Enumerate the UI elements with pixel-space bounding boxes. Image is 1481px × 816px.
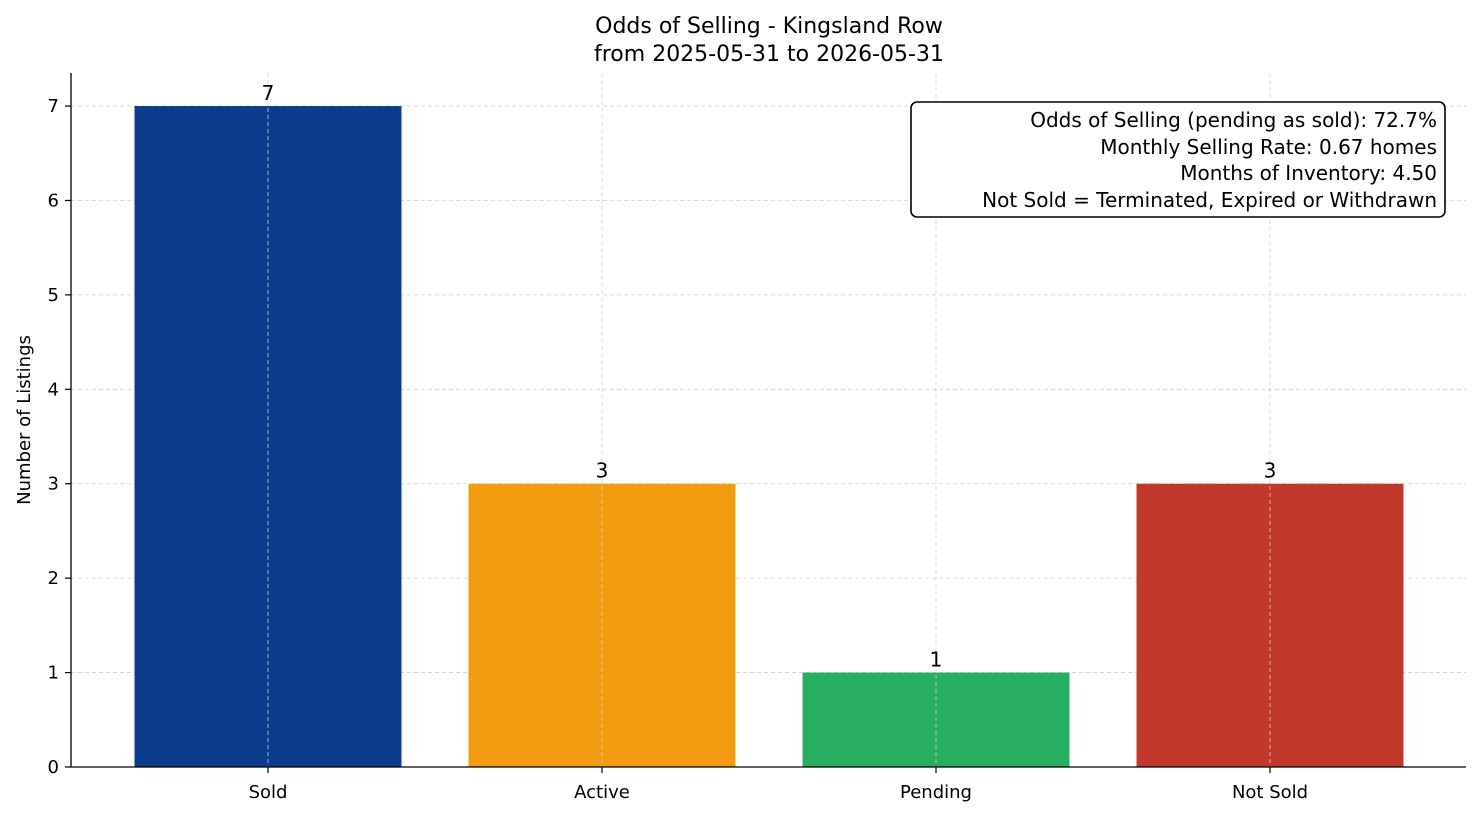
x-tick-label-1: Active: [574, 782, 630, 803]
y-tick-label-6: 6: [48, 190, 59, 211]
bar-value-label: 3: [596, 459, 609, 483]
stats-line-rate: Monthly Selling Rate: 0.67 homes: [1100, 135, 1437, 159]
stats-line-odds: Odds of Selling (pending as sold): 72.7%: [1030, 108, 1437, 132]
y-tick-label-4: 4: [48, 379, 59, 400]
stats-line-definition: Not Sold = Terminated, Expired or Withdr…: [982, 188, 1437, 212]
y-tick-label-7: 7: [48, 96, 59, 117]
y-tick-label-0: 0: [48, 757, 59, 778]
bar-value-label: 1: [930, 648, 943, 672]
bar-value-label: 7: [262, 81, 275, 105]
stats-annotation: Odds of Selling (pending as sold): 72.7%…: [910, 101, 1446, 218]
x-tick-label-2: Pending: [900, 782, 972, 803]
bar-sold: [134, 106, 402, 768]
x-tick-label-0: Sold: [249, 782, 288, 803]
y-tick-label-2: 2: [48, 568, 59, 589]
y-tick-label-5: 5: [48, 285, 59, 306]
stats-box: [910, 101, 1446, 218]
stats-line-inventory: Months of Inventory: 4.50: [1180, 161, 1437, 185]
y-tick-label-1: 1: [48, 663, 59, 684]
x-tick-label-3: Not Sold: [1232, 782, 1308, 803]
y-axis-label: Number of Listings: [14, 335, 35, 505]
axes: 0 1 2 3 4 5 6 7 Sold Active Pending Not Sold: [48, 73, 1466, 803]
chart-title: Odds of Selling - Kingsland Row: [595, 14, 943, 39]
value-labels: 7 3 1 3: [262, 81, 1277, 672]
y-tick-label-3: 3: [48, 474, 59, 495]
chart-subtitle: from 2025-05-31 to 2026-05-31: [594, 42, 944, 67]
bar-value-label: 3: [1264, 459, 1277, 483]
